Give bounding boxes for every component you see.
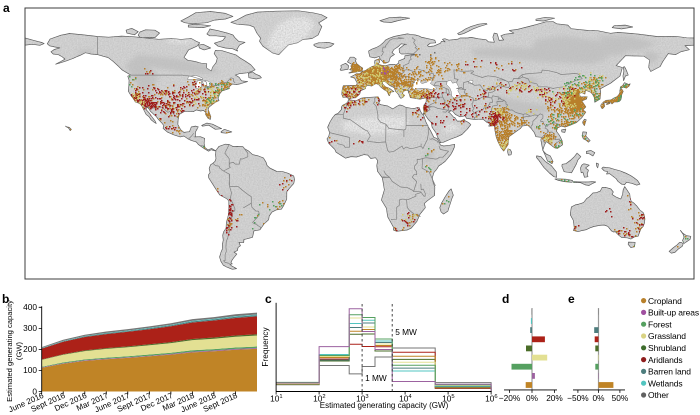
svg-text:Cropland: Cropland [648,296,682,306]
svg-text:300: 300 [23,323,37,333]
svg-text:−50%: −50% [567,393,589,403]
svg-text:106: 106 [485,394,497,404]
svg-text:b: b [2,292,9,306]
svg-text:5 MW: 5 MW [395,327,417,337]
svg-text:Built-up areas: Built-up areas [648,308,699,318]
svg-text:Wetlands: Wetlands [648,378,682,388]
svg-text:(GW): (GW) [15,341,24,360]
svg-text:20%: 20% [546,393,563,403]
svg-text:Other: Other [648,390,669,400]
svg-text:Frequency: Frequency [260,327,270,367]
svg-text:105: 105 [442,394,454,404]
svg-text:103: 103 [356,394,368,404]
svg-text:Forest: Forest [648,319,672,329]
svg-text:Estimated generating capacity: Estimated generating capacity (GW) [320,401,449,410]
svg-text:a: a [3,1,10,15]
svg-text:104: 104 [399,394,412,404]
svg-text:e: e [568,292,575,306]
svg-text:100: 100 [23,365,37,375]
svg-text:Aridlands: Aridlands [648,355,683,365]
svg-text:Shrubland: Shrubland [648,343,686,353]
svg-text:−20%: −20% [499,393,521,403]
svg-text:400: 400 [23,302,37,312]
svg-text:50%: 50% [612,393,629,403]
svg-text:200: 200 [23,344,37,354]
svg-text:Barren land: Barren land [648,367,691,377]
svg-text:0%: 0% [593,393,606,403]
svg-text:0%: 0% [526,393,539,403]
svg-text:Estimated generating capacity: Estimated generating capacity [5,300,14,402]
svg-text:d: d [502,292,509,306]
svg-text:c: c [265,292,272,306]
svg-text:102: 102 [313,394,325,404]
svg-text:0: 0 [32,386,37,396]
svg-text:101: 101 [270,394,282,404]
svg-text:1 MW: 1 MW [365,373,387,383]
svg-text:Grassland: Grassland [648,331,686,341]
